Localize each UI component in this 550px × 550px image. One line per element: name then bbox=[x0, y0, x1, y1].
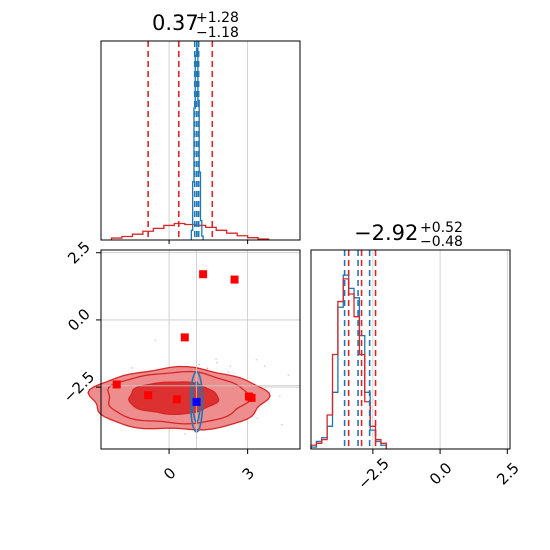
scatter-dot bbox=[280, 423, 283, 426]
top-histograms bbox=[110, 47, 270, 240]
right-title-value: −2.92 bbox=[354, 221, 418, 245]
scatter-dot bbox=[256, 417, 259, 420]
right-quantile-lines bbox=[343, 250, 377, 449]
scatter-dot bbox=[131, 366, 134, 369]
scatter-dot bbox=[227, 371, 230, 373]
scatter-dot bbox=[215, 361, 218, 364]
right-grid bbox=[372, 250, 508, 449]
right-title-plus: +0.52 bbox=[420, 220, 463, 236]
top-title-minus: −1.18 bbox=[196, 25, 239, 41]
scatter-dot bbox=[287, 374, 290, 376]
red-point bbox=[199, 270, 208, 279]
red-point bbox=[230, 275, 239, 284]
scatter-dot bbox=[255, 358, 258, 361]
scatter-dot bbox=[206, 368, 209, 370]
right-frame bbox=[310, 249, 511, 450]
scatter-dot bbox=[198, 363, 201, 366]
joint-frame bbox=[100, 249, 301, 450]
top-quantile-lines bbox=[147, 41, 214, 240]
joint-points bbox=[112, 270, 256, 406]
right-hist-red bbox=[310, 278, 387, 449]
red-point bbox=[144, 391, 153, 400]
red-point bbox=[112, 380, 121, 389]
top-grid bbox=[168, 41, 249, 240]
top-ticks bbox=[168, 240, 249, 244]
top-title-value: 0.37 bbox=[152, 11, 199, 35]
top-frame bbox=[100, 40, 301, 241]
right-title-minus: −0.48 bbox=[420, 234, 463, 250]
scatter-dot bbox=[184, 433, 187, 435]
scatter-dot bbox=[215, 358, 218, 360]
marginal-histogram-top: 0.37 +1.28 −1.18 bbox=[100, 10, 301, 244]
joint-contour-panel: 0 32.50.0−2.5 bbox=[60, 238, 301, 483]
top-title-plus: +1.28 bbox=[196, 10, 239, 26]
scatter-dot bbox=[229, 365, 232, 368]
red-point bbox=[247, 393, 256, 402]
scatter-dot bbox=[278, 395, 281, 398]
top-hist-red bbox=[110, 222, 270, 240]
red-point bbox=[180, 333, 189, 342]
top-hist-blue bbox=[190, 47, 204, 240]
scatter-dot bbox=[206, 367, 209, 370]
scatter-dot bbox=[263, 365, 266, 368]
blue-point bbox=[192, 397, 201, 406]
red-point bbox=[172, 395, 181, 404]
scatter-dot bbox=[154, 339, 157, 342]
